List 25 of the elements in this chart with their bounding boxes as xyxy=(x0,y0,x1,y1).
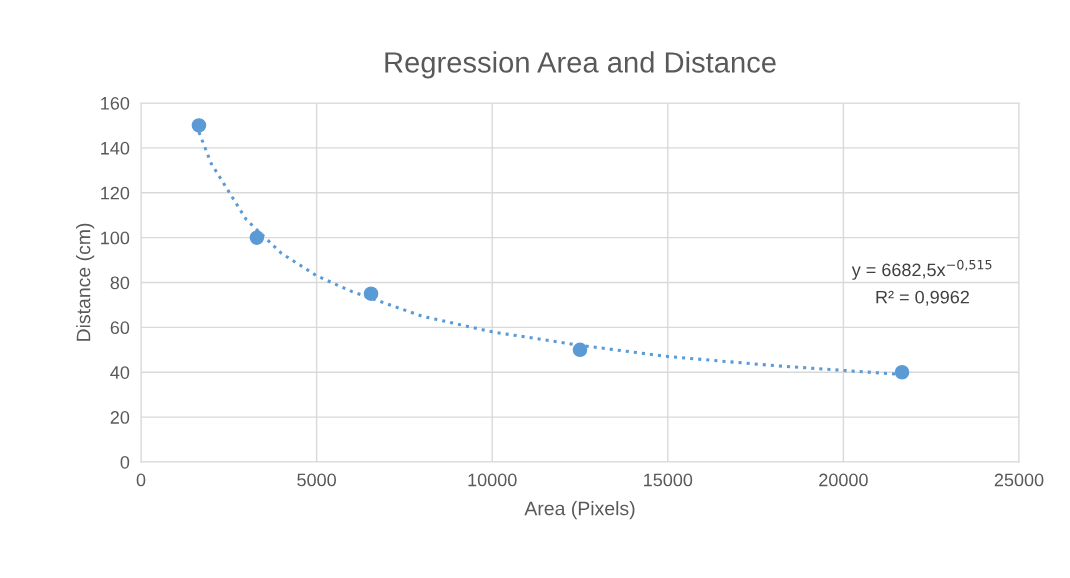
x-tick-label: 20000 xyxy=(819,473,868,487)
annotation: R² = 0,9962 xyxy=(876,290,969,306)
y-tick-label: 80 xyxy=(110,276,130,290)
annotation: y = 6682,5x$^{−0,515}$ xyxy=(851,259,992,280)
chart-title: Regression Area and Distance xyxy=(385,51,776,79)
x-tick-label: 15000 xyxy=(644,473,693,487)
x-axis-title: Area (Pixels) xyxy=(524,501,635,520)
y-tick-label: 140 xyxy=(101,141,130,155)
y-tick-label: 0 xyxy=(120,455,130,469)
y-tick-label: 20 xyxy=(110,411,130,424)
point xyxy=(191,118,207,133)
point xyxy=(363,286,379,302)
y-tick-label: 160 xyxy=(101,96,130,110)
y-tick-label: 120 xyxy=(101,186,130,200)
x-tick-label: 0 xyxy=(136,473,146,487)
point xyxy=(249,230,265,245)
point xyxy=(894,364,910,380)
x-tick-label: 5000 xyxy=(297,473,336,487)
x-tick-label: 25000 xyxy=(994,473,1044,487)
y-tick-label: 100 xyxy=(101,231,130,245)
y-tick-label: 60 xyxy=(110,321,130,335)
point xyxy=(572,342,588,358)
x-tick-label: 10000 xyxy=(468,473,517,487)
y-axis-title: Distance (cm) xyxy=(76,223,95,341)
y-tick-label: 40 xyxy=(110,366,130,379)
